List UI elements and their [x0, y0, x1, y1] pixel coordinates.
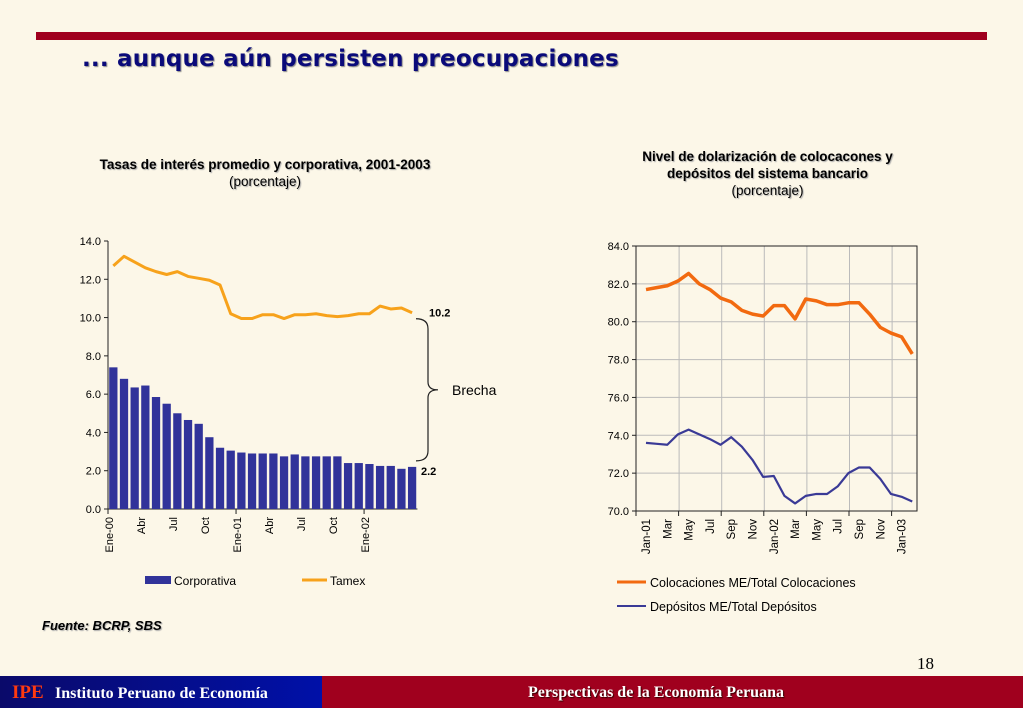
y-tick-label: 2.0	[86, 466, 101, 478]
x-tick-label: Jan-01	[641, 519, 653, 554]
bar-corporativa	[109, 367, 118, 509]
y-tick-label: 6.0	[86, 389, 101, 401]
bar-corporativa	[279, 456, 289, 509]
bar-corporativa	[375, 465, 385, 509]
bar-corporativa	[226, 450, 235, 509]
gap-brace	[415, 318, 439, 462]
bar-corporativa	[215, 447, 225, 509]
legend-label-colocaciones: Colocaciones ME/Total Colocaciones	[650, 576, 856, 590]
footer-presentation-title: Perspectivas de la Economía Peruana	[528, 684, 784, 701]
line-tamex	[112, 254, 413, 321]
x-tick-label: Ene-01	[232, 517, 244, 552]
x-tick-label: Sep	[854, 519, 866, 539]
x-tick-label: Abr	[136, 517, 148, 534]
bar-corporativa	[365, 464, 374, 509]
x-tick-label: Jan-02	[769, 519, 781, 554]
line-colocaciones	[645, 271, 914, 355]
x-tick-label: Jul	[705, 519, 717, 534]
bar-corporativa	[119, 378, 129, 509]
x-tick-label: Oct	[200, 517, 212, 534]
bar-corporativa	[130, 387, 139, 509]
bar-corporativa	[173, 413, 182, 509]
x-tick-label: Mar	[662, 519, 674, 539]
bar-corporativa	[151, 397, 161, 509]
bar-corporativa	[141, 385, 150, 509]
y-tick-label: 72.0	[608, 468, 629, 480]
y-tick-label: 4.0	[86, 427, 101, 439]
bar-corporativa	[194, 423, 203, 509]
footer-left-panel	[0, 676, 322, 708]
plot-frame	[635, 245, 918, 512]
y-tick-label: 74.0	[608, 430, 629, 442]
legend-swatch-corporativa	[145, 576, 171, 584]
right-chart-subtitle: (porcentaje)	[731, 183, 804, 198]
left-chart-title-block: Tasas de interés promedio y corporativa,…	[40, 156, 490, 190]
bar-corporativa	[269, 453, 278, 509]
bar-corporativa	[290, 454, 299, 509]
right-chart-title-line2: depósitos del sistema bancario	[666, 166, 869, 181]
bar-corporativa	[237, 452, 246, 509]
bar-corporativa	[301, 456, 310, 509]
footer-bar: IPE Instituto Peruano de Economía Perspe…	[0, 676, 1023, 708]
y-tick-label: 10.0	[80, 313, 101, 325]
x-tick-label: Oct	[328, 517, 340, 534]
left-chart-title: Tasas de interés promedio y corporativa,…	[99, 157, 431, 172]
legend-label-depositos: Depósitos ME/Total Depósitos	[650, 600, 817, 614]
slide-title: ... aunque aún persisten preocupaciones	[82, 46, 619, 72]
bar-corporativa	[386, 465, 395, 509]
bar-corporativa	[354, 463, 363, 509]
x-tick-label: May	[811, 519, 823, 541]
y-tick-label: 78.0	[608, 355, 629, 367]
y-tick-label: 70.0	[608, 506, 629, 518]
x-tick-label: Nov	[875, 519, 887, 540]
bar-corporativa	[258, 453, 267, 509]
bar-corporativa	[322, 456, 331, 509]
x-tick-label: Jul	[296, 517, 308, 531]
annotation-tamex-value: 10.2	[429, 308, 450, 320]
y-tick-label: 0.0	[86, 504, 101, 516]
top-accent-bar	[36, 32, 987, 40]
ipe-logo: IPE	[12, 682, 44, 703]
y-tick-label: 8.0	[86, 351, 101, 363]
bar-corporativa	[407, 466, 417, 509]
bar-corporativa	[397, 468, 406, 509]
bar-corporativa	[162, 403, 171, 509]
bar-corporativa	[205, 437, 214, 509]
footer-right-panel	[322, 676, 1023, 708]
x-tick-label: Jan-03	[897, 519, 909, 554]
x-tick-label: Jul	[833, 519, 845, 534]
left-chart-subtitle: (porcentaje)	[228, 174, 302, 189]
x-tick-label: Mar	[790, 519, 802, 539]
x-tick-label: Jul	[168, 517, 180, 531]
x-tick-label: Ene-02	[360, 517, 372, 552]
y-tick-label: 84.0	[608, 241, 629, 253]
bar-corporativa	[343, 463, 353, 509]
x-tick-label: Nov	[748, 519, 760, 540]
y-tick-label: 12.0	[80, 274, 101, 286]
bar-corporativa	[247, 453, 257, 509]
right-chart-title-line1: Nivel de dolarización de colocacones y	[642, 149, 893, 164]
y-tick-label: 80.0	[608, 317, 629, 329]
y-tick-label: 14.0	[80, 236, 101, 248]
page-number: 18	[917, 654, 934, 673]
annotation-gap-label: Brecha	[452, 382, 497, 398]
right-chart-title-block: Nivel de dolarización de colocacones y d…	[590, 148, 945, 199]
bar-corporativa	[333, 456, 342, 509]
legend-label-corporativa: Corporativa	[174, 574, 236, 588]
footer-org-name: Instituto Peruano de Economía	[55, 685, 268, 702]
x-tick-label: Ene-00	[104, 517, 116, 552]
bar-corporativa	[183, 419, 193, 509]
x-tick-label: Sep	[726, 519, 738, 539]
legend-label-tamex: Tamex	[330, 574, 365, 588]
bar-corporativa	[311, 456, 321, 509]
source-note: Fuente: BCRP, SBS	[42, 618, 162, 633]
y-tick-label: 76.0	[608, 392, 629, 404]
line-depositos	[645, 428, 913, 505]
annotation-corporativa-value: 2.2	[421, 466, 436, 478]
x-tick-label: Abr	[264, 517, 276, 534]
x-tick-label: May	[684, 519, 696, 541]
y-tick-label: 82.0	[608, 279, 629, 291]
